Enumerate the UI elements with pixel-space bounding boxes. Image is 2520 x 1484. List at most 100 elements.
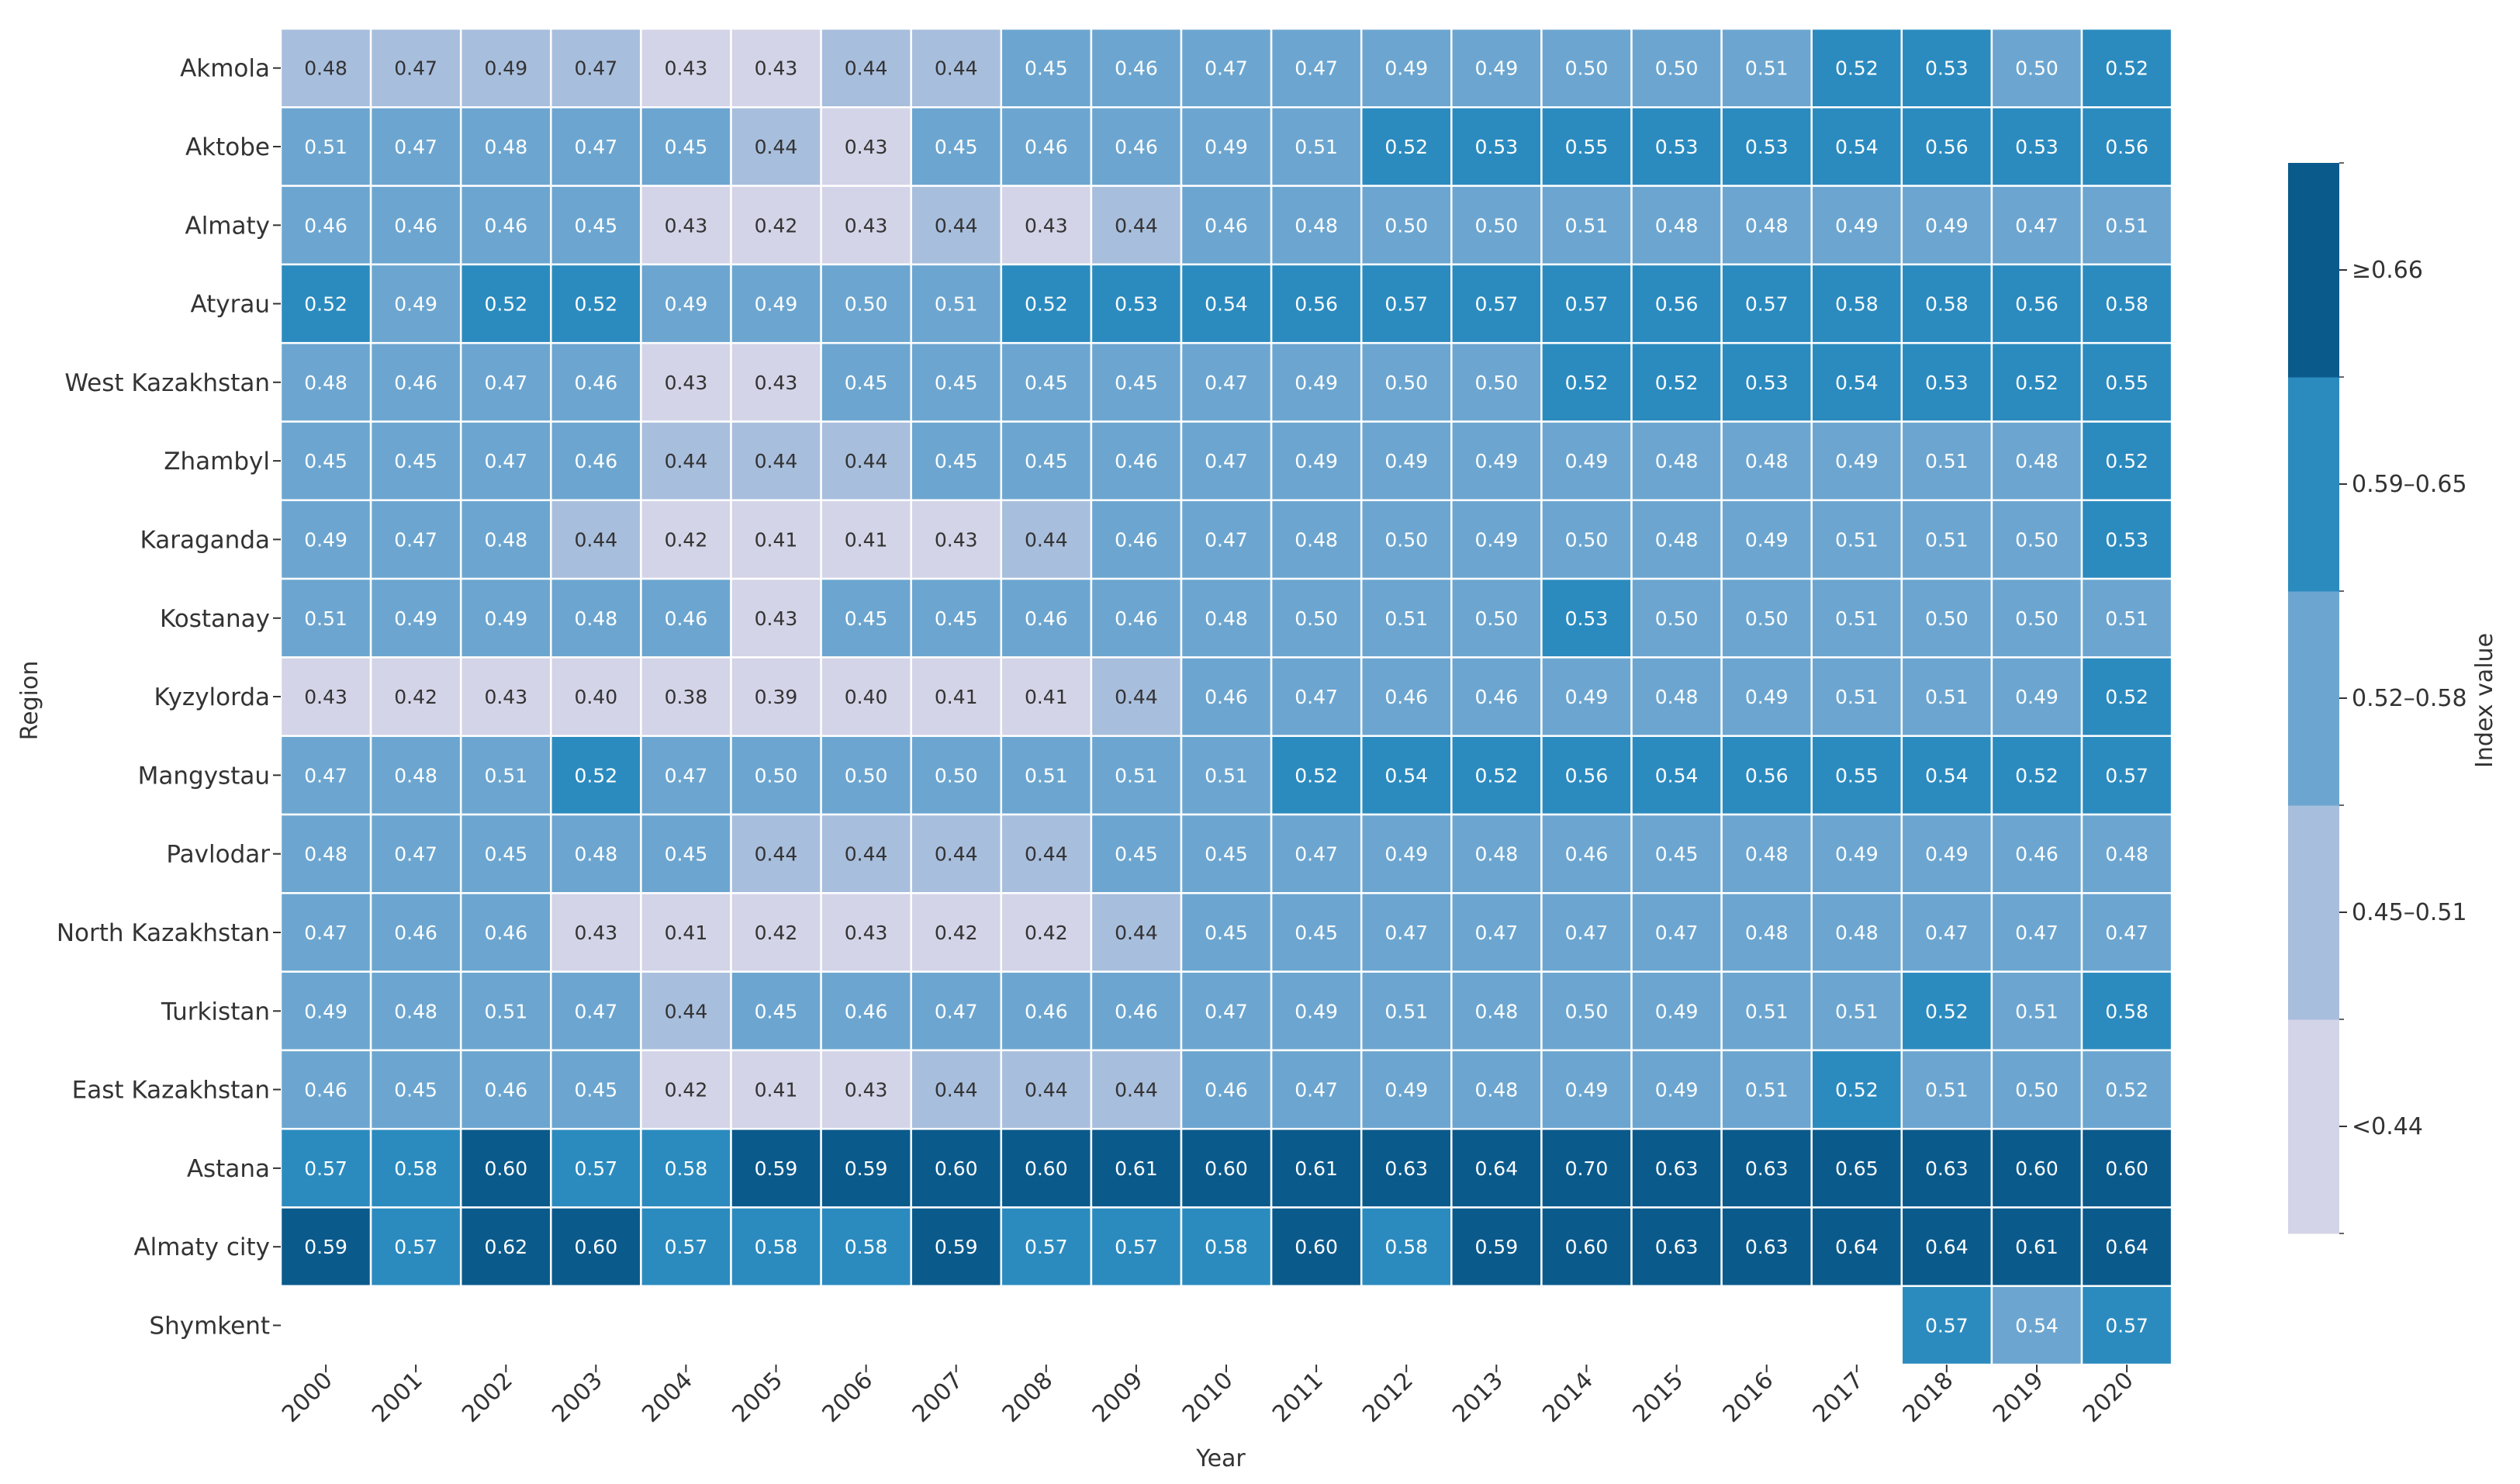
heatmap-cell bbox=[2080, 577, 2173, 659]
heatmap-cell bbox=[820, 420, 912, 502]
cell-value-label: 0.56 bbox=[2015, 293, 2059, 316]
heatmap-cell bbox=[820, 735, 912, 816]
cell-value-label: 0.51 bbox=[1745, 1000, 1789, 1022]
cell-value-label: 0.52 bbox=[1835, 1079, 1879, 1102]
cell-value-label: 0.46 bbox=[1205, 686, 1248, 708]
cell-value-label: 0.52 bbox=[1295, 764, 1338, 787]
heatmap-cell bbox=[369, 1049, 462, 1130]
heatmap-cell bbox=[279, 27, 372, 109]
cell-value-label: 0.55 bbox=[2105, 372, 2148, 394]
heatmap-cell bbox=[1630, 499, 1723, 580]
heatmap-cell bbox=[820, 341, 912, 423]
cell-value-label: 0.47 bbox=[1655, 922, 1699, 944]
heatmap-cell bbox=[1360, 970, 1453, 1052]
cell-value-label: 0.41 bbox=[1025, 686, 1068, 708]
cell-value-label: 0.57 bbox=[2105, 764, 2148, 787]
heatmap-cell bbox=[1360, 420, 1453, 502]
cell-value-label: 0.54 bbox=[2015, 1315, 2059, 1337]
colorbar-segment bbox=[2288, 163, 2339, 378]
heatmap-cell bbox=[2080, 813, 2173, 894]
heatmap-cell bbox=[1900, 263, 1993, 344]
cell-value-label: 0.49 bbox=[665, 293, 708, 316]
heatmap-cell bbox=[369, 27, 462, 109]
cell-value-label: 0.58 bbox=[1835, 293, 1879, 316]
heatmap-cell bbox=[730, 185, 822, 266]
cell-value-label: 0.44 bbox=[665, 1000, 708, 1022]
heatmap-cell bbox=[910, 1049, 1003, 1130]
cell-value-label: 0.50 bbox=[2015, 607, 2059, 630]
heatmap-cell bbox=[1180, 970, 1273, 1052]
cell-value-label: 0.43 bbox=[755, 372, 798, 394]
cell-value-label: 0.43 bbox=[304, 686, 347, 708]
cell-value-label: 0.40 bbox=[845, 686, 888, 708]
heatmap-cell bbox=[1810, 735, 1903, 816]
cell-value-label: 0.46 bbox=[394, 372, 437, 394]
x-tick-label: 2018 bbox=[1898, 1367, 1959, 1428]
cell-value-label: 0.43 bbox=[574, 922, 617, 944]
cell-value-label: 0.45 bbox=[1115, 372, 1158, 394]
heatmap-cell bbox=[1900, 735, 1993, 816]
heatmap-cell bbox=[279, 263, 372, 344]
heatmap-cell bbox=[2080, 27, 2173, 109]
cell-value-label: 0.46 bbox=[484, 1079, 527, 1102]
heatmap-cell bbox=[1900, 420, 1993, 502]
cell-value-label: 0.49 bbox=[1384, 1079, 1428, 1102]
cell-value-label: 0.49 bbox=[1384, 450, 1428, 472]
cell-value-label: 0.48 bbox=[1295, 214, 1338, 237]
colorbar-tick-label: 0.59–0.65 bbox=[2352, 471, 2467, 498]
heatmap-cell bbox=[640, 1127, 732, 1209]
cell-value-label: 0.47 bbox=[935, 1000, 978, 1022]
cell-value-label: 0.57 bbox=[394, 1236, 437, 1258]
cell-value-label: 0.48 bbox=[1205, 607, 1248, 630]
cell-value-label: 0.43 bbox=[665, 372, 708, 394]
cell-value-label: 0.53 bbox=[2015, 136, 2059, 158]
cell-value-label: 0.45 bbox=[394, 1079, 437, 1102]
cell-value-label: 0.49 bbox=[755, 293, 798, 316]
heatmap-cell bbox=[910, 1127, 1003, 1209]
cell-value-label: 0.45 bbox=[1025, 57, 1068, 80]
heatmap-cell bbox=[730, 499, 822, 580]
cell-value-label: 0.46 bbox=[1115, 57, 1158, 80]
cell-value-label: 0.42 bbox=[394, 686, 437, 708]
cell-value-label: 0.46 bbox=[1115, 136, 1158, 158]
cell-value-label: 0.49 bbox=[1835, 843, 1879, 866]
cell-value-label: 0.50 bbox=[1565, 57, 1609, 80]
heatmap-cell bbox=[2080, 1206, 2173, 1288]
cell-value-label: 0.49 bbox=[1925, 214, 1969, 237]
cell-value-label: 0.46 bbox=[574, 450, 617, 472]
cell-value-label: 0.50 bbox=[1474, 372, 1518, 394]
y-axis-ticks: Akmola Aktobe Almaty Atyrau West Kazakhstan Z… bbox=[57, 55, 281, 1340]
y-tick-label: Pavlodar bbox=[166, 841, 270, 869]
cell-value-label: 0.41 bbox=[935, 686, 978, 708]
heatmap-cell bbox=[1090, 656, 1183, 737]
cell-value-label: 0.51 bbox=[1835, 607, 1879, 630]
cell-value-label: 0.56 bbox=[1295, 293, 1338, 316]
cell-value-label: 0.49 bbox=[1745, 528, 1789, 551]
heatmap-cell bbox=[1990, 263, 2083, 344]
heatmap-cell bbox=[1090, 1206, 1183, 1288]
heatmap-cell bbox=[2080, 1049, 2173, 1130]
cell-value-label: 0.46 bbox=[1205, 214, 1248, 237]
x-axis-label: Year bbox=[1195, 1445, 1246, 1472]
cell-value-label: 0.47 bbox=[1205, 1000, 1248, 1022]
x-tick-label: 2001 bbox=[367, 1367, 428, 1428]
cell-value-label: 0.51 bbox=[2105, 214, 2148, 237]
cell-value-label: 0.48 bbox=[394, 764, 437, 787]
heatmap-cell bbox=[640, 970, 732, 1052]
cell-value-label: 0.47 bbox=[1295, 686, 1338, 708]
cell-value-label: 0.45 bbox=[1205, 843, 1248, 866]
cell-value-label: 0.40 bbox=[574, 686, 617, 708]
heatmap-cell bbox=[550, 970, 642, 1052]
cell-value-label: 0.42 bbox=[1025, 922, 1068, 944]
cell-value-label: 0.44 bbox=[1025, 1079, 1068, 1102]
cell-value-label: 0.38 bbox=[665, 686, 708, 708]
cell-value-label: 0.46 bbox=[304, 214, 347, 237]
cell-value-label: 0.45 bbox=[484, 843, 527, 866]
cell-value-label: 0.53 bbox=[1115, 293, 1158, 316]
cell-value-label: 0.53 bbox=[1655, 136, 1699, 158]
cell-value-label: 0.43 bbox=[665, 214, 708, 237]
cell-value-label: 0.42 bbox=[755, 214, 798, 237]
cell-value-label: 0.50 bbox=[1745, 607, 1789, 630]
cell-value-label: 0.48 bbox=[1474, 1079, 1518, 1102]
cell-value-label: 0.55 bbox=[1835, 764, 1879, 787]
